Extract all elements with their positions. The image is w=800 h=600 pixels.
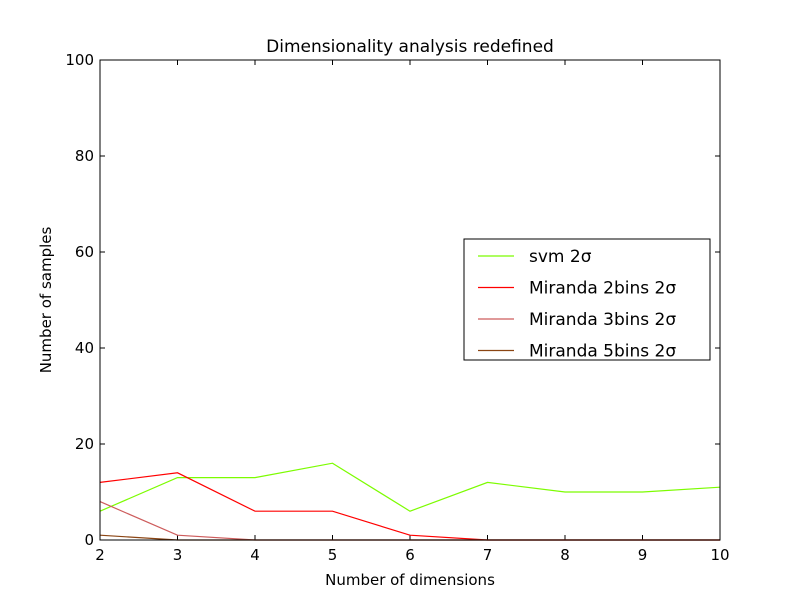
legend-label-2: Miranda 2bins 2σ bbox=[529, 279, 676, 299]
y-tick-label: 0 bbox=[84, 531, 94, 549]
x-tick-label: 3 bbox=[173, 546, 183, 564]
legend-label-3: Miranda 3bins 2σ bbox=[529, 310, 676, 330]
x-tick-label: 2 bbox=[95, 546, 105, 564]
x-tick-label: 9 bbox=[638, 546, 648, 564]
legend-label-4: Miranda 5bins 2σ bbox=[529, 342, 676, 362]
y-tick-label: 80 bbox=[75, 147, 94, 165]
legend-label-1: svm 2σ bbox=[529, 247, 592, 267]
chart-title: Dimensionality analysis redefined bbox=[266, 37, 554, 57]
y-tick-label: 40 bbox=[75, 339, 94, 357]
legend: svm 2σ Miranda 2bins 2σ Miranda 3bins 2σ Mi… bbox=[463, 238, 711, 362]
y-axis-label: Number of samples bbox=[37, 227, 55, 374]
x-tick-label: 4 bbox=[250, 546, 260, 564]
x-tick-label: 10 bbox=[710, 546, 729, 564]
y-tick-label: 60 bbox=[75, 243, 94, 261]
legend-box bbox=[463, 238, 711, 361]
x-tick-label: 6 bbox=[405, 546, 415, 564]
x-tick-label: 8 bbox=[560, 546, 570, 564]
x-tick-label: 5 bbox=[328, 546, 338, 564]
y-tick-label: 20 bbox=[75, 435, 94, 453]
x-axis-label: Number of dimensions bbox=[325, 571, 495, 589]
axes-frame bbox=[99, 59, 721, 541]
y-tick-label: 100 bbox=[65, 51, 94, 69]
series-line-1 bbox=[99, 462, 721, 512]
x-tick-label: 7 bbox=[483, 546, 493, 564]
